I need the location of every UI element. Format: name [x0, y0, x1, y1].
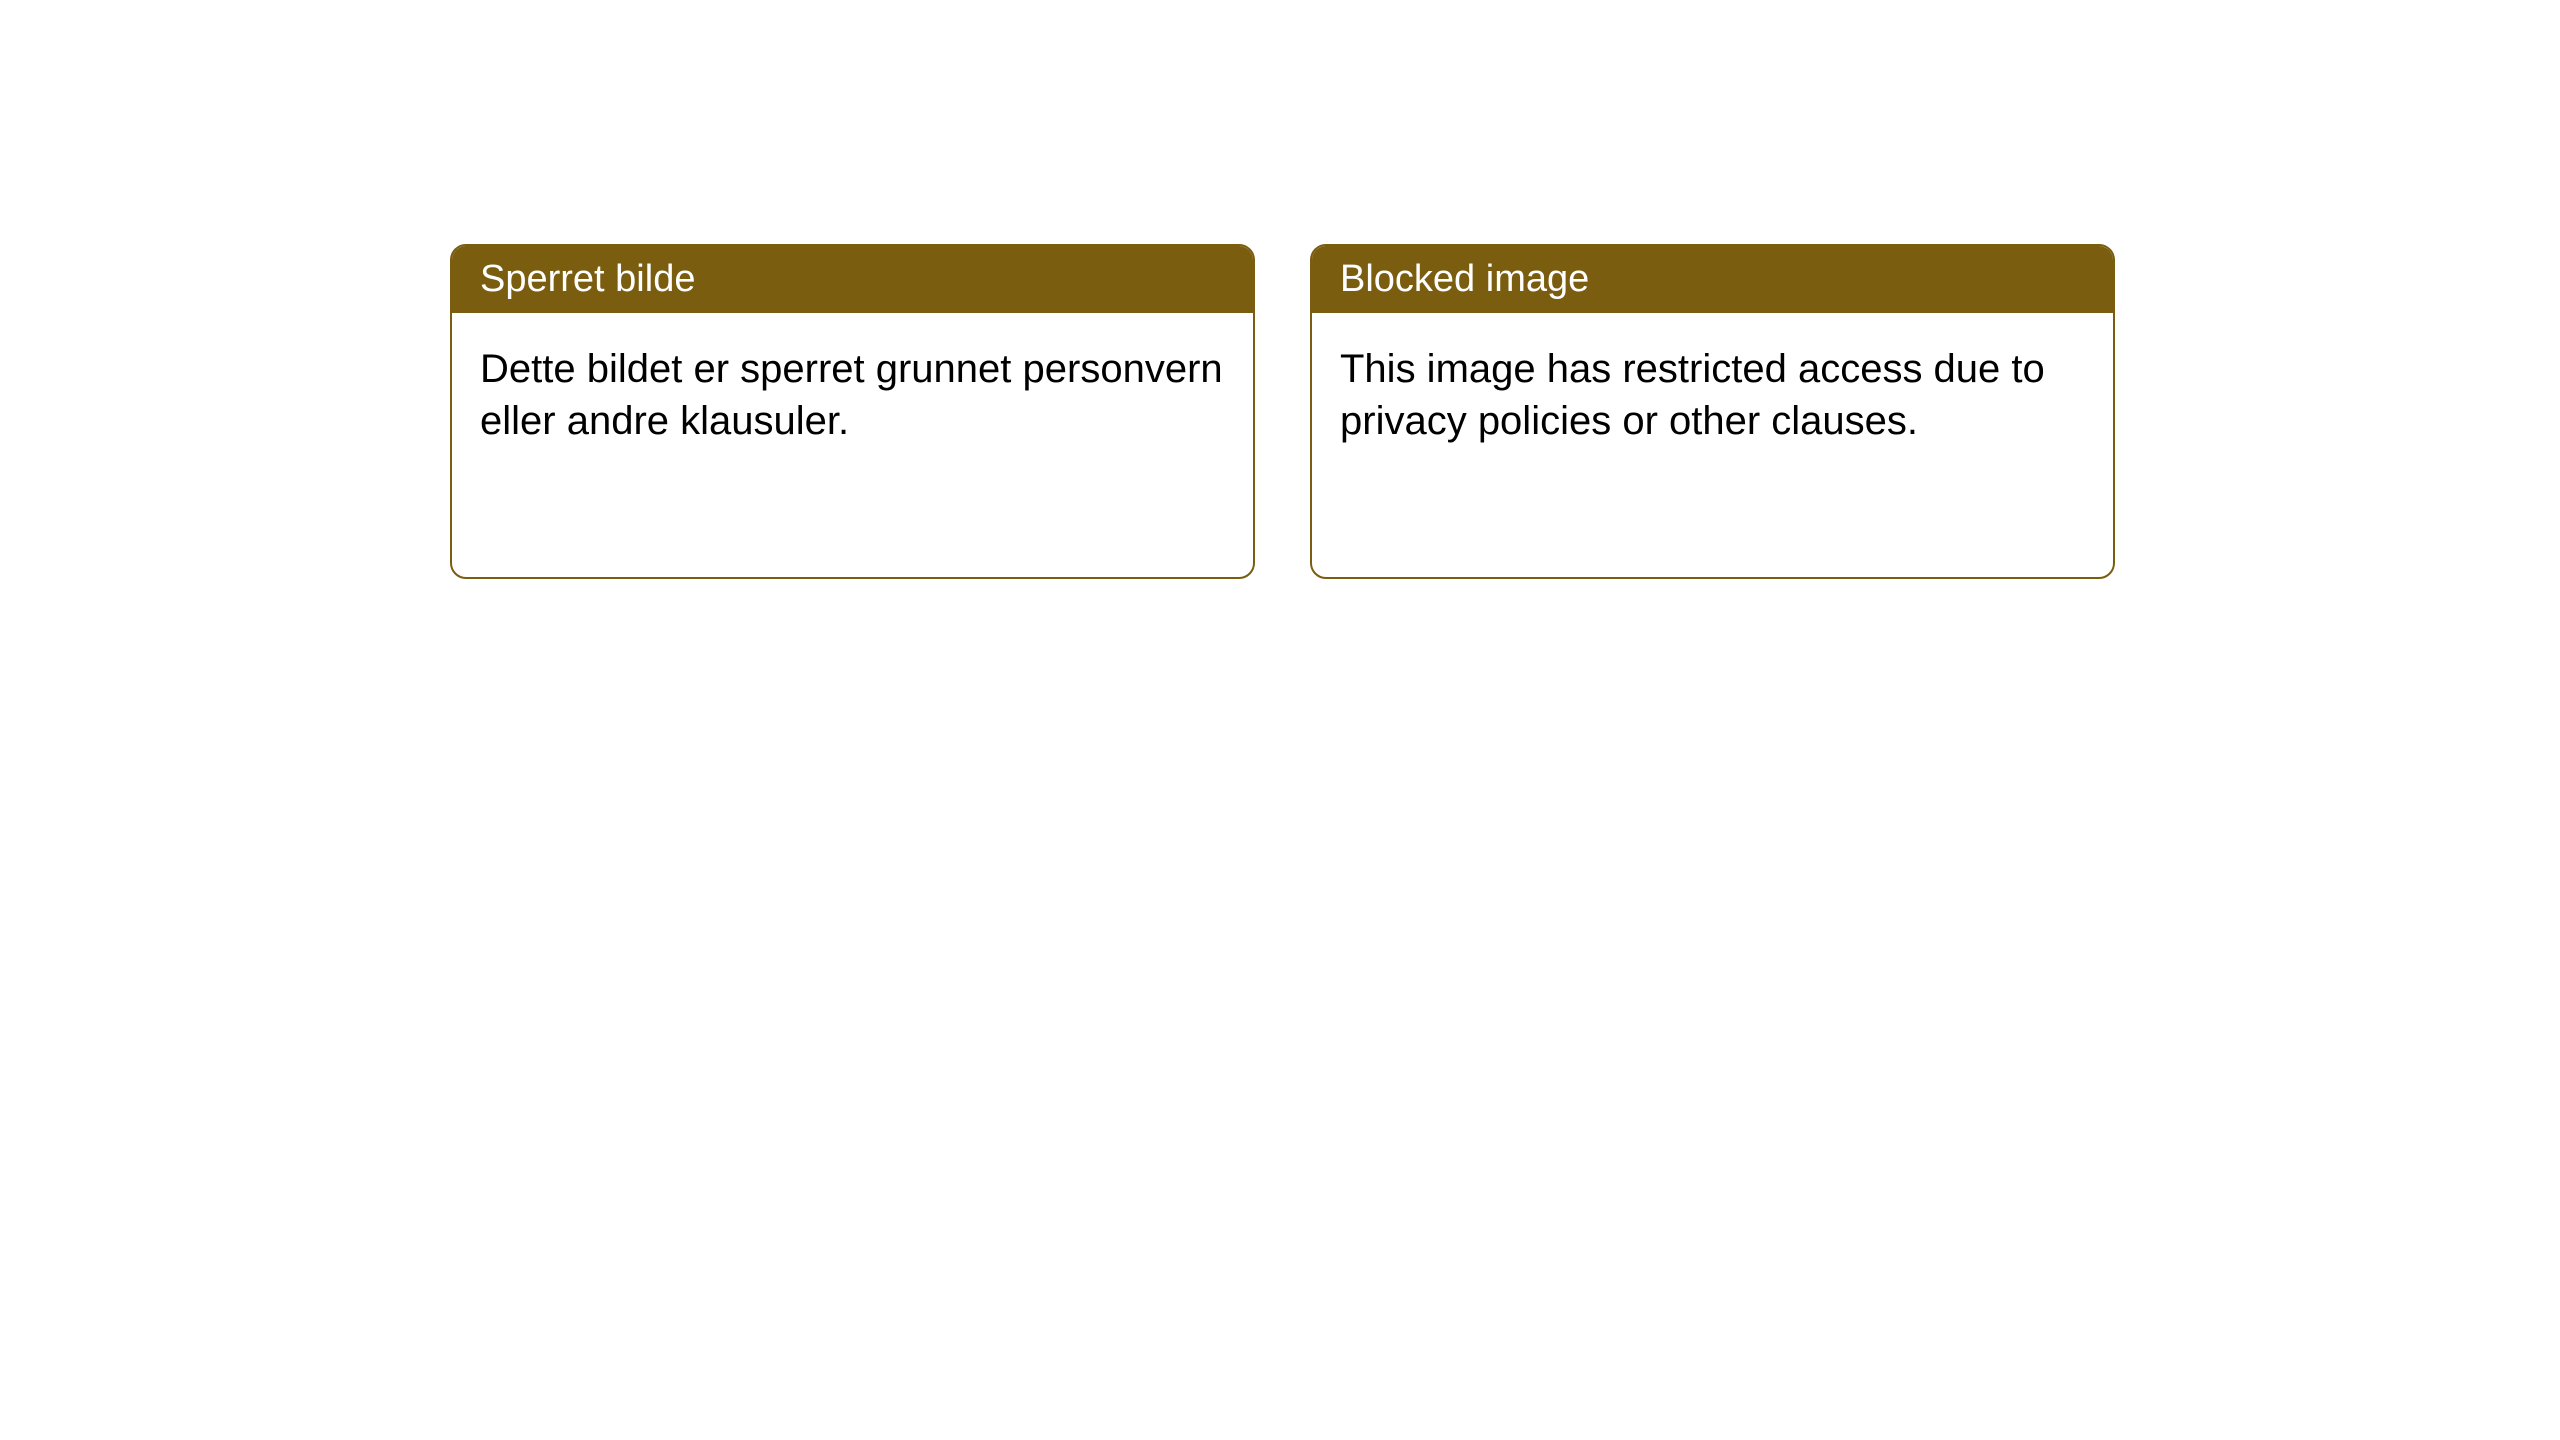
card-body: This image has restricted access due to … [1312, 313, 2113, 477]
card-body-text: This image has restricted access due to … [1340, 347, 2045, 443]
card-body-text: Dette bildet er sperret grunnet personve… [480, 347, 1223, 443]
card-body: Dette bildet er sperret grunnet personve… [452, 313, 1253, 477]
card-title: Sperret bilde [480, 258, 695, 300]
card-title: Blocked image [1340, 258, 1589, 300]
card-header: Sperret bilde [452, 246, 1253, 313]
blocked-image-card-no: Sperret bilde Dette bildet er sperret gr… [450, 244, 1255, 579]
blocked-image-card-en: Blocked image This image has restricted … [1310, 244, 2115, 579]
card-header: Blocked image [1312, 246, 2113, 313]
cards-container: Sperret bilde Dette bildet er sperret gr… [450, 244, 2115, 579]
